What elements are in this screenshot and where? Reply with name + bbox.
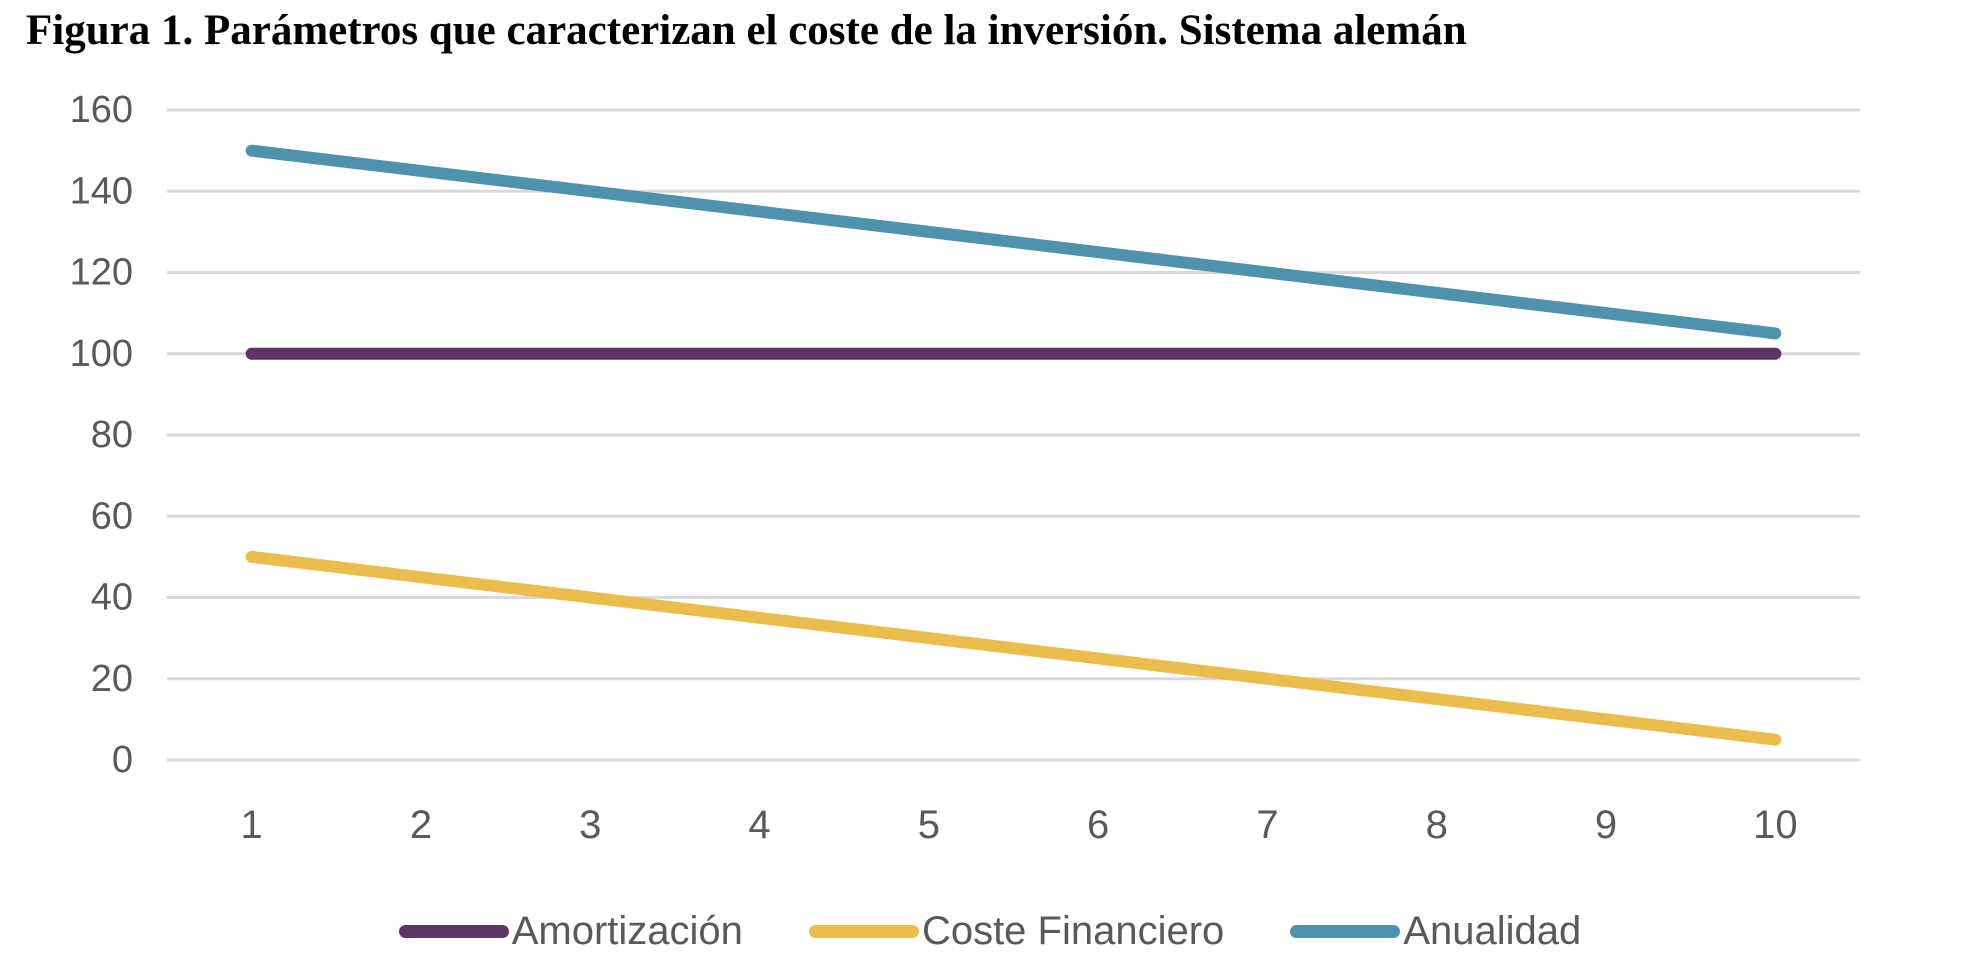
x-axis-tick-label: 10 bbox=[1753, 803, 1798, 847]
x-axis-tick-label: 9 bbox=[1595, 803, 1617, 847]
legend-label: Coste Financiero bbox=[921, 908, 1225, 953]
y-axis-tick-label: 80 bbox=[91, 414, 133, 456]
legend-item-amortizacion: Amortización bbox=[398, 908, 743, 954]
y-axis-tick-label: 140 bbox=[70, 170, 133, 212]
legend-item-coste-financiero: Coste Financiero bbox=[808, 908, 1225, 954]
x-axis-tick-label: 2 bbox=[410, 803, 432, 847]
x-axis-tick-label: 3 bbox=[579, 803, 601, 847]
x-axis-tick-label: 5 bbox=[918, 803, 940, 847]
legend-item-anualidad: Anualidad bbox=[1290, 909, 1581, 954]
x-axis-tick-label: 7 bbox=[1256, 803, 1278, 847]
x-axis-tick-label: 1 bbox=[241, 803, 263, 847]
series-line-anualidad bbox=[245, 144, 1782, 340]
y-axis-tick-label: 60 bbox=[91, 495, 133, 537]
x-axis-tick-label: 6 bbox=[1087, 803, 1109, 847]
legend-label: Anualidad bbox=[1403, 908, 1582, 953]
y-axis-tick-label: 0 bbox=[112, 739, 133, 781]
y-axis-tick-label: 100 bbox=[70, 333, 133, 375]
y-axis-tick-label: 20 bbox=[91, 658, 133, 700]
y-axis-tick-label: 120 bbox=[70, 252, 133, 294]
series-line-coste-financiero bbox=[245, 550, 1782, 746]
line-chart: 0 20 40 60 80 100 120 140 160 1 2 3 4 5 6 7 8 9 10 bbox=[70, 89, 1860, 847]
legend-swatch-coste-financiero bbox=[808, 924, 919, 938]
chart-title: Figura 1. Parámetros que caracterizan el… bbox=[26, 7, 1467, 54]
x-axis-tick-label: 8 bbox=[1426, 803, 1448, 847]
legend-swatch-amortizacion bbox=[398, 924, 509, 938]
y-axis-tick-label: 160 bbox=[70, 89, 133, 131]
y-axis-tick-label: 40 bbox=[91, 577, 133, 619]
legend-swatch-anualidad bbox=[1290, 924, 1401, 938]
chart-legend: Amortización Coste Financiero Anualidad bbox=[0, 896, 1980, 966]
legend-label: Amortización bbox=[511, 908, 743, 953]
x-axis-tick-label: 4 bbox=[748, 803, 770, 847]
